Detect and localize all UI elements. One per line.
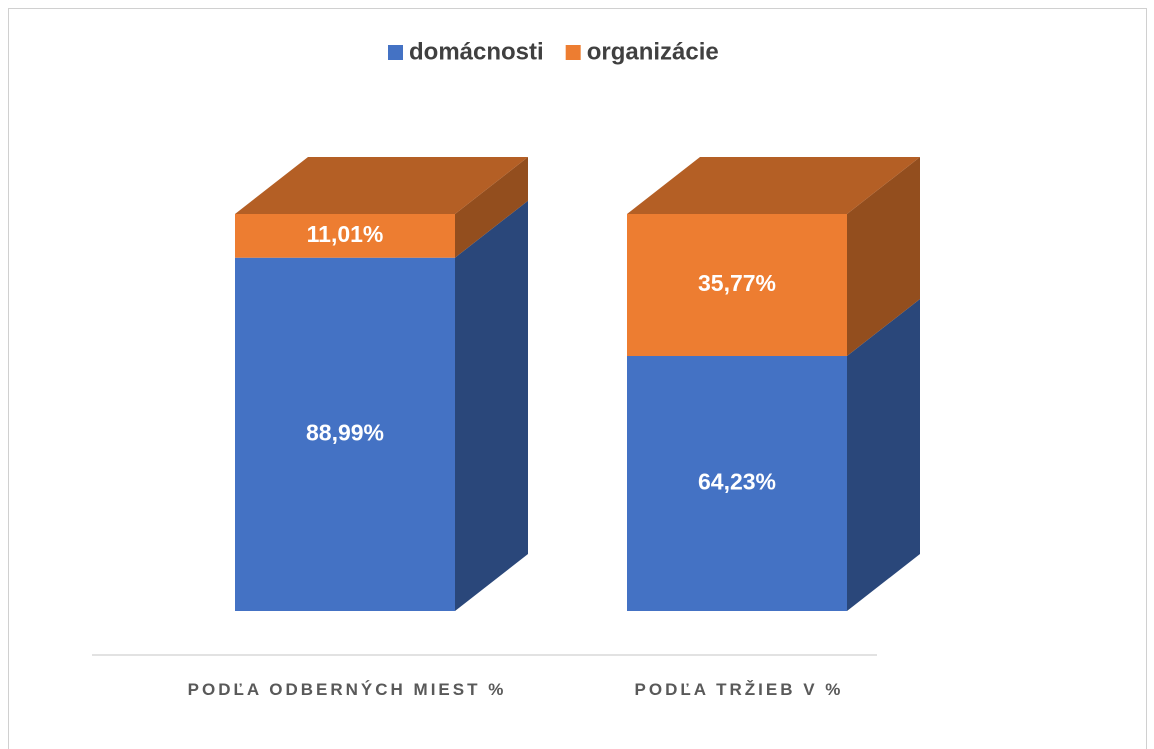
bar-segment — [235, 257, 455, 611]
category-label: PODĽA ODBERNÝCH MIEST % — [187, 680, 507, 699]
legend-swatch — [565, 45, 581, 60]
bar-side — [455, 200, 528, 611]
legend-swatch — [388, 45, 403, 60]
chart-border — [8, 8, 1147, 749]
bar-segment — [235, 214, 455, 258]
bar-side — [847, 299, 920, 611]
bar-side — [847, 157, 920, 357]
data-label: 35,77% — [698, 270, 776, 296]
legend-label: organizácie — [587, 38, 719, 65]
bar-top — [235, 157, 528, 214]
bar-segment — [627, 356, 847, 611]
category-label: PODĽA TRŽIEB V % — [634, 680, 844, 699]
bar-segment — [627, 214, 847, 357]
data-label: 64,23% — [698, 469, 776, 495]
data-label: 11,01% — [307, 221, 384, 247]
bar-top — [627, 157, 920, 214]
legend-label: domácnosti — [409, 38, 544, 65]
bar-side — [455, 157, 528, 258]
data-label: 88,99% — [306, 419, 384, 445]
